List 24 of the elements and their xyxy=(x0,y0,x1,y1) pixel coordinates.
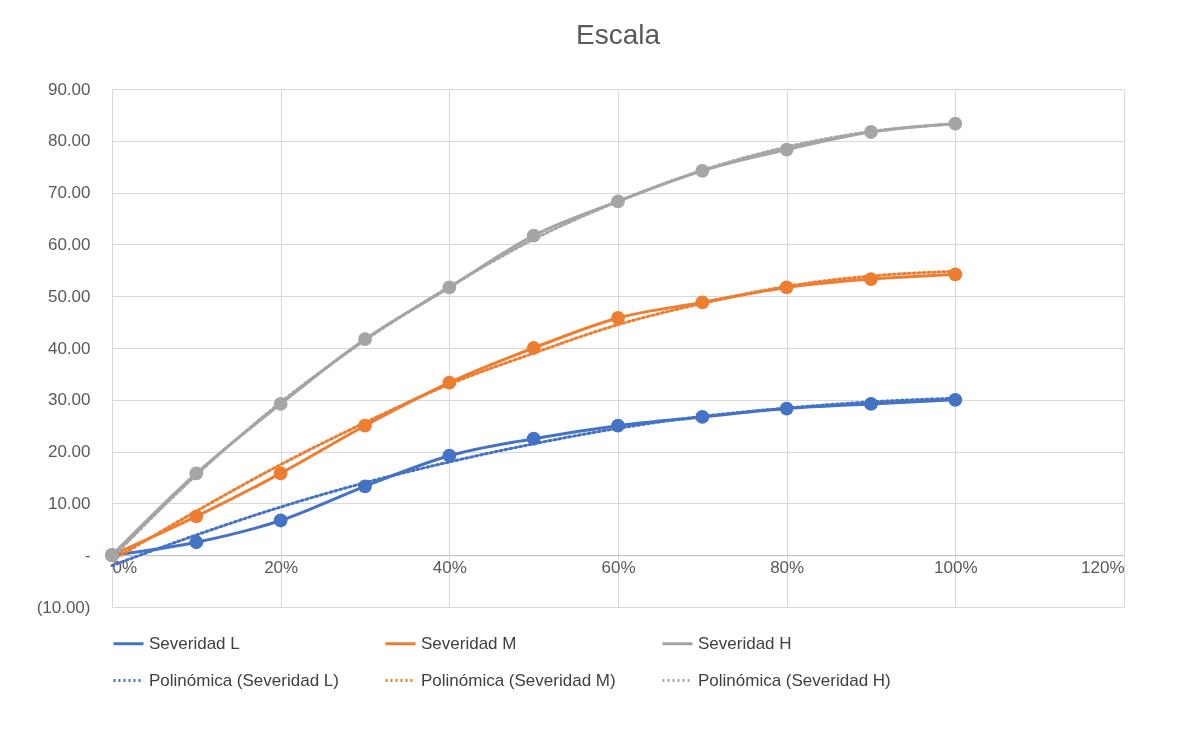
y-tick-label: 60.00 xyxy=(47,234,91,254)
y-tick-label: (10.00) xyxy=(36,597,91,617)
legend-label: Severidad M xyxy=(421,633,517,653)
legend-label: Polinómica (Severidad M) xyxy=(421,670,616,690)
y-tick-label: 90.00 xyxy=(47,79,91,99)
y-tick-label: - xyxy=(84,545,91,565)
legend-label: Polinómica (Severidad H) xyxy=(698,670,891,690)
y-tick-label: 40.00 xyxy=(47,338,91,358)
y-tick-label: 10.00 xyxy=(47,493,91,513)
legend-label: Severidad H xyxy=(698,633,792,653)
y-tick-label: 20.00 xyxy=(47,442,91,462)
x-tick-label: 120% xyxy=(1081,557,1125,577)
legend-label: Severidad L xyxy=(149,633,240,653)
x-tick-label: 80% xyxy=(770,557,805,577)
legend-label: Polinómica (Severidad L) xyxy=(149,670,339,690)
chart-title: Escala xyxy=(575,19,661,50)
x-tick-label: 60% xyxy=(601,557,636,577)
y-tick-label: 50.00 xyxy=(47,286,91,306)
x-tick-label: 20% xyxy=(264,557,299,577)
y-tick-label: 70.00 xyxy=(47,183,91,203)
x-tick-label: 100% xyxy=(934,557,978,577)
y-tick-label: 30.00 xyxy=(47,390,91,410)
x-tick-label: 40% xyxy=(432,557,467,577)
y-tick-label: 80.00 xyxy=(47,131,91,151)
